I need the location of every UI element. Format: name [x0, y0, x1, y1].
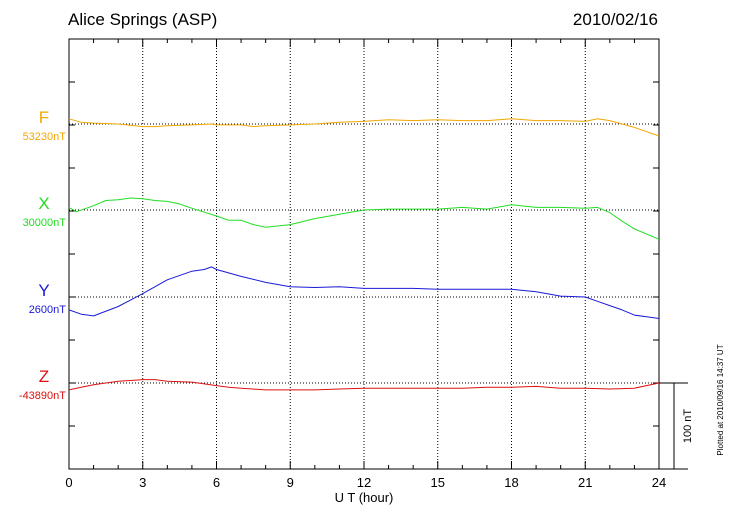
- scale-bar-label: 100 nT: [682, 409, 694, 444]
- series-name-x: X: [38, 194, 49, 213]
- series-line-y: [68, 266, 660, 319]
- series-line-z: [68, 379, 660, 391]
- x-tick-label-0: 0: [65, 475, 72, 490]
- plot-frame: [68, 38, 660, 470]
- series-baseline-z: -43890nT: [19, 390, 66, 402]
- series-name-z: Z: [39, 367, 49, 386]
- plot-timestamp: Plotted at 2010/09/16 14:37 UT: [716, 344, 725, 455]
- chart-title: Alice Springs (ASP): [68, 10, 217, 29]
- series-line-f: [68, 118, 660, 137]
- series-labels: F 53230nT X 30000nT Y 2600nT Z -43890nT: [19, 108, 66, 402]
- x-tick-label-21: 21: [578, 475, 592, 490]
- x-tick-label-18: 18: [504, 475, 518, 490]
- x-tick-label-15: 15: [431, 475, 445, 490]
- x-tick-label-6: 6: [213, 475, 220, 490]
- series-lines: [68, 118, 660, 391]
- series-baseline-y: 2600nT: [29, 304, 67, 316]
- x-tick-labels: 0 3 6 9 12 15 18 21 24: [65, 475, 666, 490]
- x-tick-label-9: 9: [287, 475, 294, 490]
- axis-ticks: [68, 38, 660, 470]
- series-line-x: [68, 197, 660, 240]
- series-baseline-x: 30000nT: [23, 217, 67, 229]
- scale-bar: 100 nT: [659, 382, 694, 470]
- series-baseline-f: 53230nT: [23, 131, 67, 143]
- chart-date: 2010/02/16: [573, 10, 658, 29]
- x-tick-label-3: 3: [139, 475, 146, 490]
- series-name-y: Y: [38, 281, 49, 300]
- x-axis-label: U T (hour): [335, 490, 394, 505]
- x-tick-label-24: 24: [652, 475, 666, 490]
- series-name-f: F: [39, 108, 49, 127]
- grid: [69, 39, 659, 469]
- x-tick-label-12: 12: [357, 475, 371, 490]
